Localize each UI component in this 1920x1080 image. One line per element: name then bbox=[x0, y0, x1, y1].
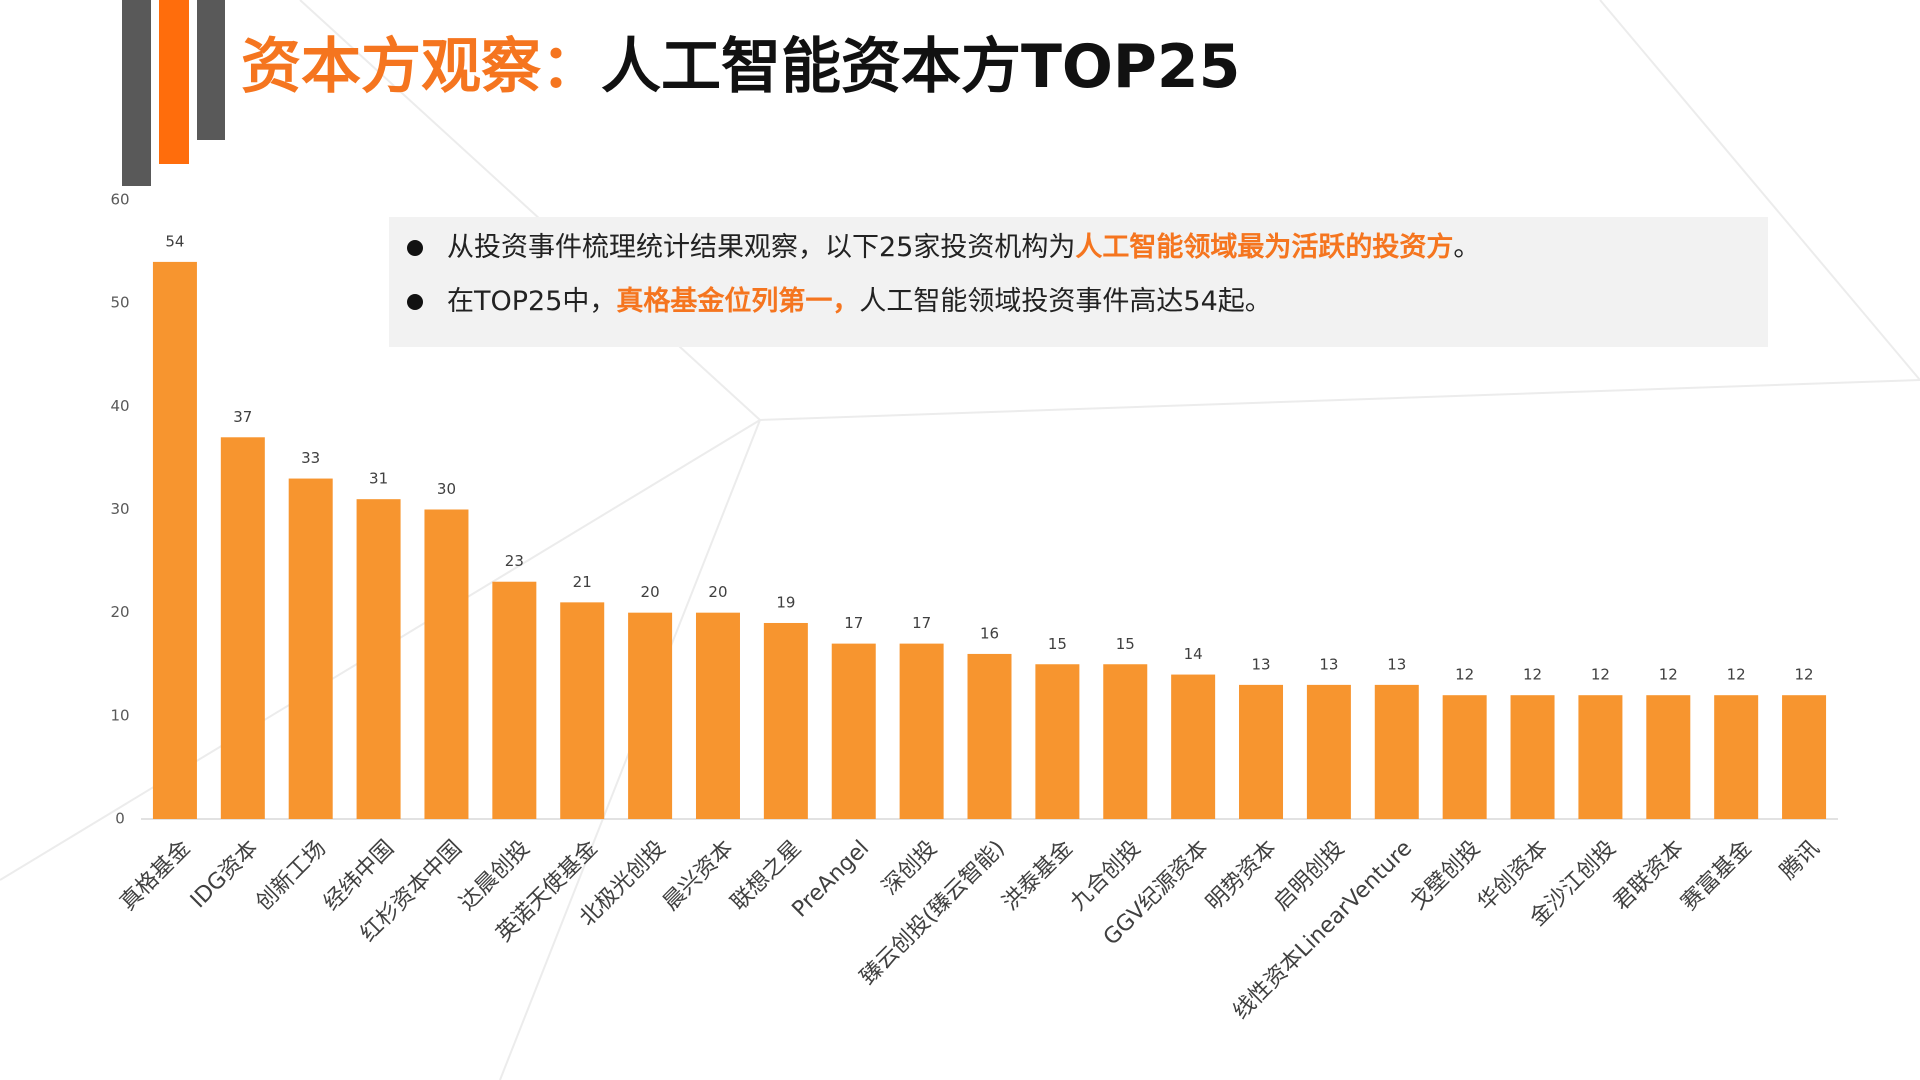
bar bbox=[1103, 664, 1148, 819]
value-label: 20 bbox=[641, 583, 660, 601]
note-highlight: 人工智能领域最为活跃的投资方 bbox=[1075, 231, 1453, 263]
bar bbox=[628, 612, 673, 819]
bar bbox=[1171, 674, 1216, 819]
value-label: 16 bbox=[980, 624, 999, 642]
x-tick-label: 真格基金 bbox=[116, 836, 196, 916]
x-tick-label: 创新工场 bbox=[251, 836, 331, 916]
value-label: 17 bbox=[912, 614, 931, 632]
bar bbox=[492, 581, 537, 819]
bar bbox=[356, 499, 401, 819]
bar bbox=[152, 261, 197, 819]
bar bbox=[1578, 695, 1623, 819]
deco-bar bbox=[197, 0, 225, 140]
value-label: 13 bbox=[1319, 655, 1338, 673]
bar bbox=[1442, 695, 1487, 819]
bullet bbox=[407, 240, 423, 256]
bar bbox=[220, 437, 265, 819]
bullet bbox=[407, 294, 423, 310]
value-label: 37 bbox=[233, 408, 252, 426]
x-tick-label: 明势资本 bbox=[1202, 836, 1282, 916]
note-text: 从投资事件梳理统计结果观察，以下25家投资机构为 bbox=[447, 232, 1075, 263]
title-main: 人工智能资本方TOP25 bbox=[601, 32, 1240, 102]
value-label: 12 bbox=[1795, 666, 1814, 684]
deco-bar bbox=[122, 0, 151, 186]
value-label: 23 bbox=[505, 552, 524, 570]
value-label: 20 bbox=[708, 583, 727, 601]
bar bbox=[695, 612, 740, 819]
value-label: 15 bbox=[1116, 635, 1135, 653]
bg-line bbox=[1599, 0, 1920, 381]
bar bbox=[1035, 664, 1080, 819]
value-label: 12 bbox=[1523, 666, 1542, 684]
bg-line bbox=[759, 379, 1920, 421]
bar bbox=[1646, 695, 1691, 819]
value-label: 13 bbox=[1251, 655, 1270, 673]
y-tick-label: 50 bbox=[110, 294, 129, 312]
y-tick-label: 10 bbox=[110, 706, 129, 724]
value-label: 21 bbox=[573, 573, 592, 591]
bg-line bbox=[299, 0, 761, 421]
note-highlight: 真格基金位列第一， bbox=[616, 285, 859, 317]
y-tick-label: 0 bbox=[115, 810, 125, 828]
value-label: 31 bbox=[369, 470, 388, 488]
bar bbox=[831, 643, 876, 819]
value-label: 12 bbox=[1659, 666, 1678, 684]
note-text: 人工智能领域投资事件高达54起。 bbox=[859, 286, 1271, 317]
value-label: 14 bbox=[1184, 645, 1203, 663]
title-highlight: 资本方观察： bbox=[241, 32, 601, 102]
value-label: 13 bbox=[1387, 655, 1406, 673]
bar bbox=[763, 622, 808, 819]
x-tick-label: 晨兴资本 bbox=[659, 836, 739, 916]
x-tick-label: 腾讯 bbox=[1776, 836, 1825, 885]
note-box bbox=[389, 217, 1768, 347]
bar bbox=[899, 643, 944, 819]
value-label: 19 bbox=[776, 593, 795, 611]
x-tick-label: 戈壁创投 bbox=[1405, 836, 1485, 916]
value-label: 17 bbox=[844, 614, 863, 632]
value-label: 12 bbox=[1727, 666, 1746, 684]
value-label: 12 bbox=[1455, 666, 1474, 684]
value-label: 12 bbox=[1591, 666, 1610, 684]
title: 资本方观察：人工智能资本方TOP25 bbox=[241, 32, 1240, 102]
x-tick-label: 深创投 bbox=[878, 836, 942, 900]
deco-bar bbox=[159, 0, 189, 164]
value-label: 15 bbox=[1048, 635, 1067, 653]
value-label: 33 bbox=[301, 449, 320, 467]
x-tick-label: IDG资本 bbox=[186, 836, 263, 913]
x-tick-label: 赛富基金 bbox=[1677, 836, 1757, 916]
bar bbox=[1239, 684, 1284, 819]
bar bbox=[1374, 684, 1419, 819]
y-tick-label: 60 bbox=[110, 191, 129, 209]
value-label: 30 bbox=[437, 480, 456, 498]
bar bbox=[1306, 684, 1351, 819]
note: 在TOP25中，真格基金位列第一，人工智能领域投资事件高达54起。 bbox=[447, 285, 1272, 317]
note-text: 在TOP25中， bbox=[447, 286, 616, 317]
note-text: 。 bbox=[1453, 232, 1480, 263]
y-tick-label: 30 bbox=[110, 500, 129, 518]
x-tick-label: 君联资本 bbox=[1609, 836, 1689, 916]
bar bbox=[1714, 695, 1759, 819]
bar bbox=[967, 653, 1012, 819]
chart: 010203040506054真格基金37IDG资本33创新工场31经纬中国30… bbox=[110, 191, 1838, 1025]
bar bbox=[1510, 695, 1555, 819]
notes: 从投资事件梳理统计结果观察，以下25家投资机构为人工智能领域最为活跃的投资方。在… bbox=[407, 231, 1480, 317]
bar bbox=[560, 602, 605, 819]
note: 从投资事件梳理统计结果观察，以下25家投资机构为人工智能领域最为活跃的投资方。 bbox=[447, 231, 1480, 263]
y-tick-label: 40 bbox=[110, 397, 129, 415]
value-label: 54 bbox=[165, 232, 184, 250]
y-tick-label: 20 bbox=[110, 603, 129, 621]
bar bbox=[424, 509, 469, 819]
x-tick-label: 洪泰基金 bbox=[998, 836, 1078, 916]
bar bbox=[288, 478, 333, 819]
bar bbox=[1782, 695, 1827, 819]
